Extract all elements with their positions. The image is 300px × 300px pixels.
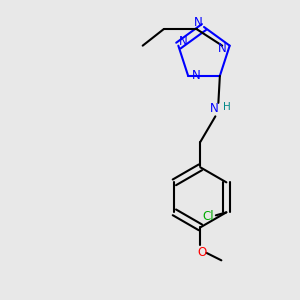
Text: N: N: [194, 16, 203, 29]
Text: Cl: Cl: [202, 210, 214, 223]
Text: N: N: [209, 102, 218, 115]
Text: H: H: [223, 102, 231, 112]
Text: N: N: [218, 42, 226, 55]
Text: N: N: [192, 69, 201, 82]
Text: N: N: [179, 35, 188, 48]
Text: O: O: [197, 246, 206, 259]
